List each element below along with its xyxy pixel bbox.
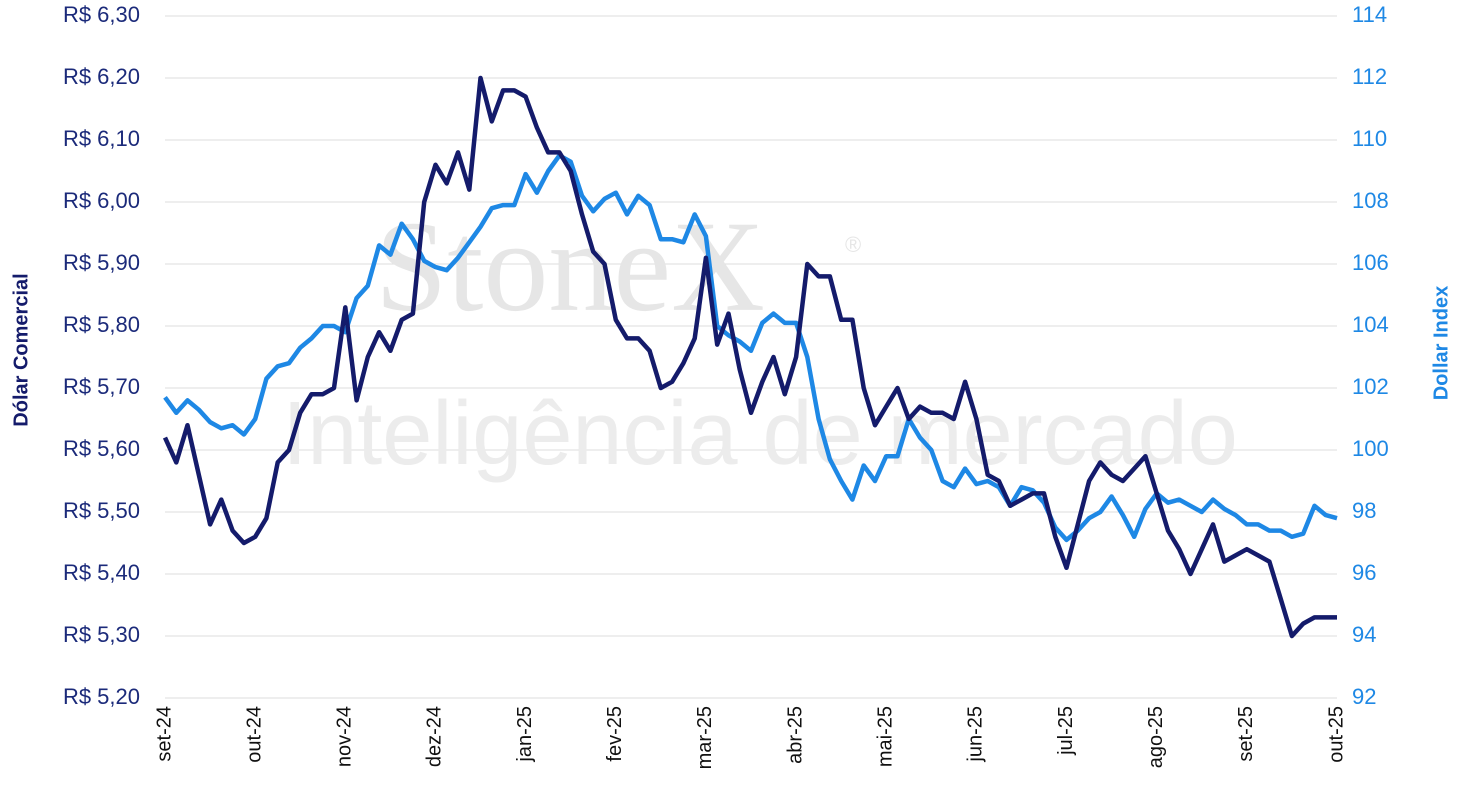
y2-tick-label: 94: [1352, 622, 1376, 647]
y2-tick-label: 114: [1352, 2, 1387, 27]
y-tick-label: R$ 6,20: [63, 64, 140, 89]
y-tick-label: R$ 5,90: [63, 250, 140, 275]
grid: [165, 15, 1337, 699]
y2-tick-label: 104: [1352, 312, 1389, 337]
y2-tick-label: 100: [1352, 436, 1389, 461]
x-tick-label: abr-25: [784, 706, 806, 764]
y-tick-label: R$ 5,20: [63, 684, 140, 709]
y2-tick-label: 110: [1352, 126, 1387, 151]
x-tick-label: mar-25: [694, 706, 716, 769]
y-tick-label: R$ 5,80: [63, 312, 140, 337]
y-tick-label: R$ 5,60: [63, 436, 140, 461]
watermark-mark: ®: [845, 232, 861, 257]
line-series: [162, 75, 1337, 639]
watermark-subtitle: Inteligência de mercado: [282, 384, 1238, 484]
y-tick-label: R$ 6,00: [63, 188, 140, 213]
x-tick-label: out-24: [243, 706, 265, 763]
y2-tick-label: 92: [1352, 684, 1376, 709]
x-tick-label: out-25: [1325, 706, 1347, 763]
y2-axis-title: Dollar Index: [1430, 286, 1452, 400]
y2-tick-label: 112: [1352, 64, 1387, 89]
x-tick-label: mai-25: [875, 706, 897, 767]
line-series: [163, 153, 1338, 543]
x-tick-label: dez-24: [424, 706, 446, 767]
x-tick-label: ago-25: [1145, 706, 1167, 768]
y-tick-label: R$ 6,30: [63, 2, 140, 27]
y-tick-label: R$ 5,70: [63, 374, 140, 399]
x-tick-label: jan-25: [514, 706, 536, 763]
x-tick-label: jul-25: [1055, 706, 1077, 756]
y-tick-label: R$ 6,10: [63, 126, 140, 151]
y-tick-label: R$ 5,40: [63, 560, 140, 585]
x-tick-label: fev-25: [604, 706, 626, 762]
y2-tick-label: 98: [1352, 498, 1376, 523]
y2-tick-label: 96: [1352, 560, 1376, 585]
y2-tick-label: 102: [1352, 374, 1389, 399]
x-tick-label: jun-25: [965, 706, 987, 763]
y-tick-label: R$ 5,50: [63, 498, 140, 523]
x-tick-label: set-24: [153, 706, 175, 762]
y-axis-title: Dólar Comercial: [10, 273, 32, 426]
y2-tick-label: 106: [1352, 250, 1389, 275]
x-tick-label: nov-24: [334, 706, 356, 767]
y2-tick-label: 108: [1352, 188, 1389, 213]
y-tick-label: R$ 5,30: [63, 622, 140, 647]
x-tick-label: set-25: [1235, 706, 1257, 762]
